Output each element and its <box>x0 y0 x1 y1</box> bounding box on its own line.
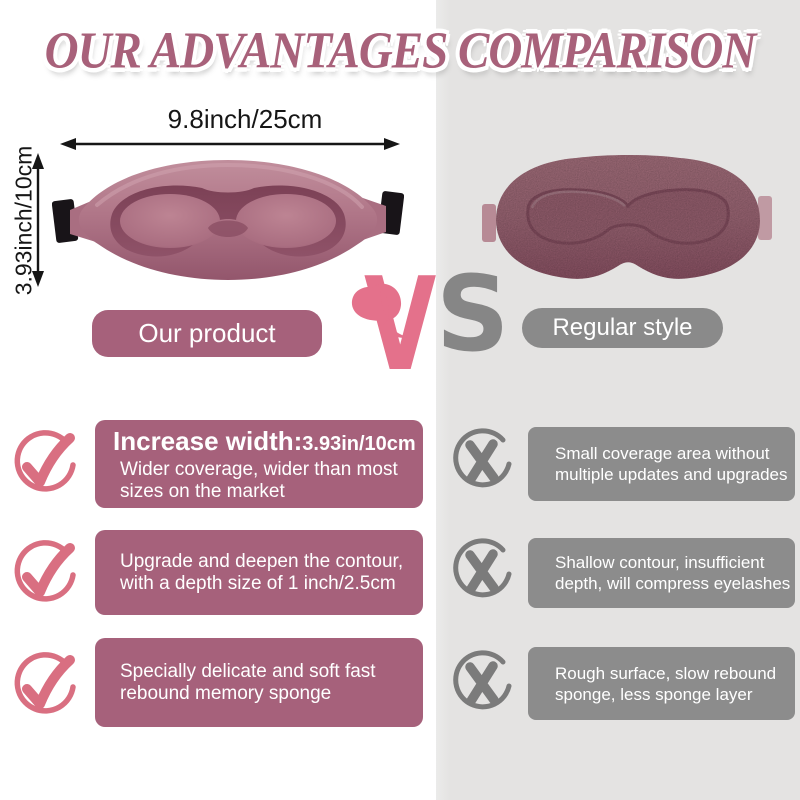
cross-icon <box>453 428 512 488</box>
leaf-icon <box>351 283 408 338</box>
advantage-box: Upgrade and deepen the contour, with a d… <box>95 530 423 615</box>
advantage-line: Specially delicate and soft fast <box>120 660 376 682</box>
advantage-heading-value: 3.93in/10cm <box>302 432 416 455</box>
regular-style-pill: Regular style <box>522 308 723 348</box>
disadvantage-line: Rough surface, slow rebound <box>555 663 777 683</box>
check-icon <box>14 652 76 714</box>
vs-s-letter: S <box>436 253 510 375</box>
disadvantage-line: depth, will compress eyelashes <box>555 574 791 593</box>
disadvantage-box: Small coverage area without multiple upd… <box>528 427 795 501</box>
cross-icon <box>453 538 512 598</box>
advantage-heading: Increase width:3.93in/10cm <box>113 426 423 459</box>
page-title: OUR ADVANTAGES COMPARISON <box>44 22 757 80</box>
height-arrow <box>32 153 44 287</box>
disadvantage-line: Small coverage area without <box>555 444 770 463</box>
advantage-line: Wider coverage, wider than most <box>120 458 398 480</box>
advantage-line: rebound memory sponge <box>120 682 332 704</box>
our-product-pill: Our product <box>92 310 322 357</box>
cross-icon <box>453 650 512 710</box>
width-arrow <box>60 138 400 150</box>
disadvantage-line: Shallow contour, insufficient <box>555 553 765 572</box>
advantage-heading-text: Increase width: <box>113 425 303 456</box>
regular-product-image <box>482 155 772 279</box>
check-icon <box>14 540 76 602</box>
regular-style-pill-label: Regular style <box>552 314 693 341</box>
our-product-pill-label: Our product <box>138 318 276 348</box>
disadvantage-line: multiple updates and upgrades <box>555 465 788 484</box>
advantage-line: with a depth size of 1 inch/2.5cm <box>120 572 396 594</box>
check-icon <box>14 430 76 492</box>
advantage-box: Specially delicate and soft fast rebound… <box>95 638 423 727</box>
width-dimension-label: 9.8inch/25cm <box>167 104 323 134</box>
advantage-line: sizes on the market <box>120 480 285 502</box>
advantage-line: Upgrade and deepen the contour, <box>120 550 404 572</box>
disadvantage-box: Rough surface, slow rebound sponge, less… <box>528 647 795 720</box>
our-product-image <box>52 160 404 280</box>
advantage-box: Increase width:3.93in/10cm Wider coverag… <box>95 420 423 508</box>
vs-v-letter: V <box>364 251 437 400</box>
disadvantage-line: sponge, less sponge layer <box>555 684 753 704</box>
disadvantage-box: Shallow contour, insufficient depth, wil… <box>528 538 795 608</box>
